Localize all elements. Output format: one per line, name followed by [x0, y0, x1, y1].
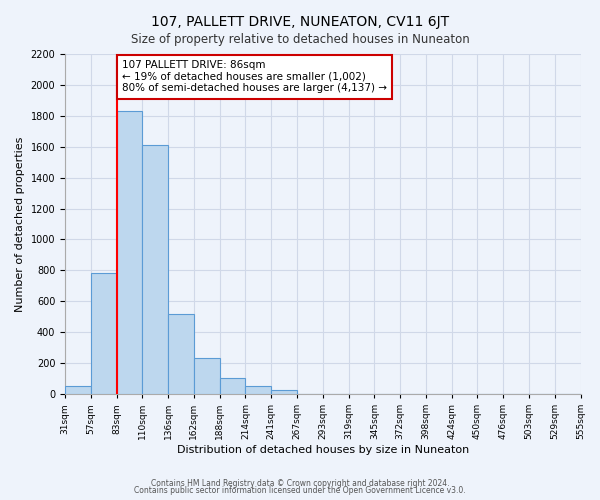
Text: Size of property relative to detached houses in Nuneaton: Size of property relative to detached ho… — [131, 32, 469, 46]
Bar — [220, 378, 245, 394]
Bar — [194, 358, 220, 394]
Bar — [116, 111, 142, 394]
Bar — [271, 390, 297, 394]
Bar — [65, 386, 91, 394]
Bar — [245, 386, 271, 394]
Text: 107, PALLETT DRIVE, NUNEATON, CV11 6JT: 107, PALLETT DRIVE, NUNEATON, CV11 6JT — [151, 15, 449, 29]
Bar — [142, 145, 168, 394]
Bar — [168, 314, 194, 394]
Text: 107 PALLETT DRIVE: 86sqm
← 19% of detached houses are smaller (1,002)
80% of sem: 107 PALLETT DRIVE: 86sqm ← 19% of detach… — [122, 60, 387, 94]
Text: Contains HM Land Registry data © Crown copyright and database right 2024.: Contains HM Land Registry data © Crown c… — [151, 478, 449, 488]
X-axis label: Distribution of detached houses by size in Nuneaton: Distribution of detached houses by size … — [176, 445, 469, 455]
Bar — [91, 274, 116, 394]
Y-axis label: Number of detached properties: Number of detached properties — [15, 136, 25, 312]
Text: Contains public sector information licensed under the Open Government Licence v3: Contains public sector information licen… — [134, 486, 466, 495]
